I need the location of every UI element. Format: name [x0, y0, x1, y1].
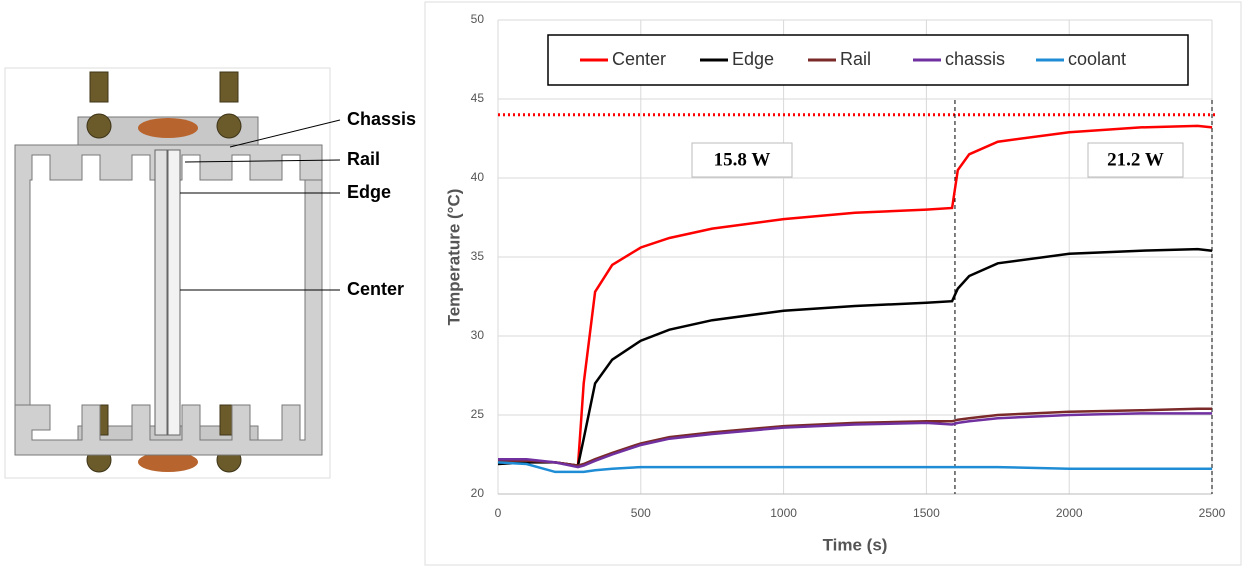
board [155, 150, 167, 435]
series-line [498, 413, 1212, 467]
x-tick-label: 2000 [1056, 506, 1083, 520]
diagram: Chassis Rail Edge Center [5, 68, 416, 478]
diagram-label: Center [347, 279, 404, 299]
page: Chassis Rail Edge Center Time (s) Temper… [0, 0, 1243, 567]
legend-label: Edge [732, 49, 774, 69]
diagram-label: Rail [347, 149, 380, 169]
diagram-label: Chassis [347, 109, 416, 129]
top-pad [138, 118, 198, 138]
y-tick-label: 20 [471, 486, 485, 500]
y-tick-label: 45 [471, 91, 485, 105]
x-tick-label: 1000 [770, 506, 797, 520]
rail [168, 150, 180, 435]
y-axis-label: Temperature (°C) [444, 189, 463, 326]
series-line [498, 462, 1212, 472]
legend-label: chassis [945, 49, 1005, 69]
y-tick-label: 50 [471, 12, 485, 26]
chart-frame [425, 2, 1241, 565]
y-tick-label: 25 [471, 407, 485, 421]
figure: Chassis Rail Edge Center Time (s) Temper… [0, 0, 1243, 567]
x-tick-label: 2500 [1199, 506, 1226, 520]
y-tick-label: 35 [471, 249, 485, 263]
legend-label: Rail [840, 49, 871, 69]
legend-label: Center [612, 49, 666, 69]
diagram-label: Edge [347, 182, 391, 202]
y-tick-label: 30 [471, 328, 485, 342]
x-tick-label: 1500 [913, 506, 940, 520]
x-axis-label: Time (s) [823, 535, 888, 554]
x-tick-label: 0 [495, 506, 502, 520]
legend-label: coolant [1068, 49, 1126, 69]
y-tick-label: 40 [471, 170, 485, 184]
x-tick-label: 500 [631, 506, 651, 520]
series-line [498, 249, 1212, 466]
annotation: 15.8 W [714, 149, 771, 170]
annotation: 21.2 W [1107, 149, 1164, 170]
